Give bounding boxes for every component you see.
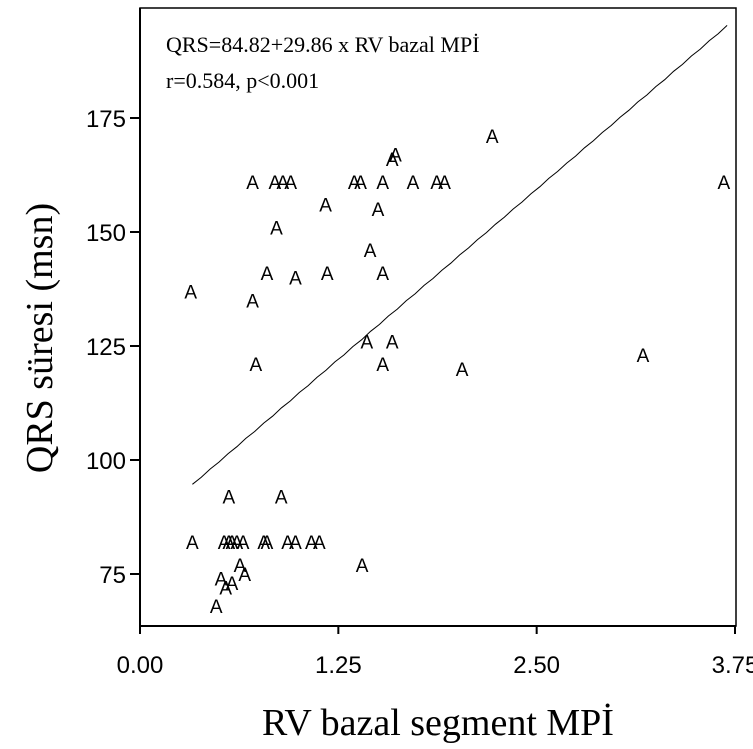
data-point: A [313,533,326,554]
data-point: A [637,346,650,367]
data-point: A [186,533,199,554]
data-point: A [354,173,367,194]
data-point: A [356,556,369,577]
data-point: A [289,533,302,554]
x-tick-label: 2.50 [513,652,560,679]
x-tick-label: 3.75 [712,652,753,679]
data-point: A [246,173,259,194]
y-tick-label: 150 [86,220,126,247]
y-tick-label: 75 [99,562,126,589]
data-point: A [389,145,402,166]
annotation-equation: QRS=84.82+29.86 x RV bazal MPİ [166,32,480,57]
annotation-stats: r=0.584, p<0.001 [166,68,319,93]
data-point: A [184,282,197,303]
data-point: A [237,533,250,554]
data-point: A [289,269,302,290]
data-point: A [376,355,389,376]
data-point: A [261,533,274,554]
data-point: A [438,173,451,194]
data-point: A [261,264,274,285]
x-tick-label: 0.00 [117,652,164,679]
data-point: A [210,597,223,618]
data-point: A [376,173,389,194]
data-point: A [361,332,374,353]
data-point: A [319,196,332,217]
data-point: A [270,218,283,239]
data-point: A [407,173,420,194]
x-axis-title: RV bazal segment MPİ [262,702,614,744]
data-point: A [486,127,499,148]
data-point: A [275,487,288,508]
data-point: A [456,360,469,381]
data-point: A [223,487,236,508]
data-point: A [246,291,259,312]
data-point: A [372,200,385,221]
data-point: A [376,264,389,285]
data-point: A [386,332,399,353]
regression-line [192,25,727,484]
data-point: A [364,241,377,262]
y-axis-title: QRS süresi (msn) [19,203,61,473]
data-point: A [249,355,262,376]
y-tick-label: 175 [86,106,126,133]
data-point: A [718,173,731,194]
y-tick-label: 125 [86,334,126,361]
y-tick-label: 100 [86,448,126,475]
data-point: A [321,264,334,285]
x-tick-label: 1.25 [315,652,362,679]
data-point: A [284,173,297,194]
